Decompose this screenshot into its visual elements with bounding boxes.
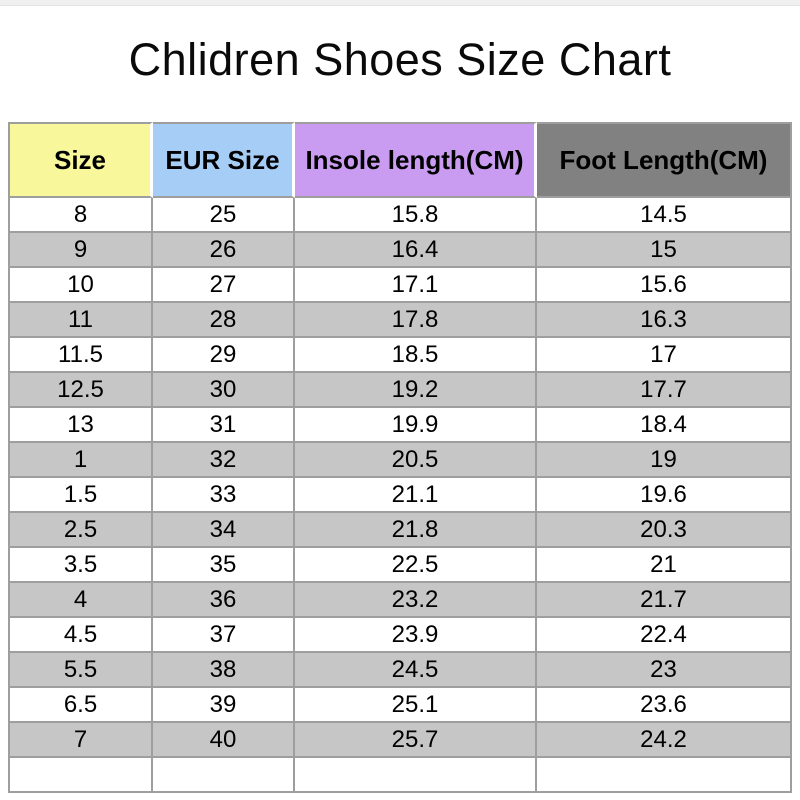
table-cell: 15: [537, 233, 792, 268]
table-row: 9 26 16.4 15: [8, 233, 792, 268]
table-cell: [8, 758, 153, 793]
col-header-size: Size: [8, 122, 153, 198]
table-cell: 15.8: [295, 198, 537, 233]
table-cell: 17.7: [537, 373, 792, 408]
table-row: 4.5 37 23.9 22.4: [8, 618, 792, 653]
table-cell: 1.5: [8, 478, 153, 513]
table-cell: 30: [153, 373, 295, 408]
table-cell: 15.6: [537, 268, 792, 303]
table-cell: 32: [153, 443, 295, 478]
table-cell: 8: [8, 198, 153, 233]
table-cell: 23.9: [295, 618, 537, 653]
top-strip: [0, 0, 800, 6]
table-cell: 1: [8, 443, 153, 478]
table-cell: 37: [153, 618, 295, 653]
table-cell: 21.8: [295, 513, 537, 548]
table-cell: 11: [8, 303, 153, 338]
table-cell: 23: [537, 653, 792, 688]
table-cell: [153, 758, 295, 793]
table-cell: 25.7: [295, 723, 537, 758]
table-row: [8, 758, 792, 793]
table-cell: 14.5: [537, 198, 792, 233]
table-cell: 21.7: [537, 583, 792, 618]
table-cell: 19.6: [537, 478, 792, 513]
table-row: 10 27 17.1 15.6: [8, 268, 792, 303]
table-cell: 10: [8, 268, 153, 303]
page-title: Chlidren Shoes Size Chart: [128, 34, 672, 85]
table-cell: [537, 758, 792, 793]
table-cell: 6.5: [8, 688, 153, 723]
table-cell: 23.2: [295, 583, 537, 618]
table-cell: 25: [153, 198, 295, 233]
table-cell: 13: [8, 408, 153, 443]
table-cell: 18.5: [295, 338, 537, 373]
table-header-row: Size EUR Size Insole length(CM) Foot Len…: [8, 122, 792, 198]
table-cell: 39: [153, 688, 295, 723]
table-body: 8 25 15.8 14.5 9 26 16.4 15 10 27 17.1 15.6 11 28 17.8…: [8, 198, 792, 793]
size-chart-table: Size EUR Size Insole length(CM) Foot Len…: [8, 122, 792, 793]
table-cell: 17.1: [295, 268, 537, 303]
table-row: 12.5 30 19.2 17.7: [8, 373, 792, 408]
table-cell: 18.4: [537, 408, 792, 443]
table-cell: 20.3: [537, 513, 792, 548]
table-cell: 40: [153, 723, 295, 758]
table-cell: 16.3: [537, 303, 792, 338]
table-cell: 17: [537, 338, 792, 373]
table-cell: 31: [153, 408, 295, 443]
table-row: 8 25 15.8 14.5: [8, 198, 792, 233]
table-row: 5.5 38 24.5 23: [8, 653, 792, 688]
table-cell: 20.5: [295, 443, 537, 478]
table-cell: 9: [8, 233, 153, 268]
table-cell: 12.5: [8, 373, 153, 408]
table-row: 6.5 39 25.1 23.6: [8, 688, 792, 723]
table-cell: [295, 758, 537, 793]
table-cell: 11.5: [8, 338, 153, 373]
table-row: 3.5 35 22.5 21: [8, 548, 792, 583]
table-cell: 7: [8, 723, 153, 758]
table-row: 7 40 25.7 24.2: [8, 723, 792, 758]
table-row: 11 28 17.8 16.3: [8, 303, 792, 338]
table-cell: 33: [153, 478, 295, 513]
table-cell: 5.5: [8, 653, 153, 688]
table-cell: 4: [8, 583, 153, 618]
table-row: 1.5 33 21.1 19.6: [8, 478, 792, 513]
table-cell: 21: [537, 548, 792, 583]
table-row: 4 36 23.2 21.7: [8, 583, 792, 618]
table-cell: 24.5: [295, 653, 537, 688]
table-cell: 36: [153, 583, 295, 618]
table-cell: 35: [153, 548, 295, 583]
table-cell: 28: [153, 303, 295, 338]
table-row: 2.5 34 21.8 20.3: [8, 513, 792, 548]
table-row: 1 32 20.5 19: [8, 443, 792, 478]
table-cell: 19.9: [295, 408, 537, 443]
table-cell: 19: [537, 443, 792, 478]
table-cell: 23.6: [537, 688, 792, 723]
table-cell: 24.2: [537, 723, 792, 758]
col-header-foot-length: Foot Length(CM): [537, 122, 792, 198]
table-cell: 29: [153, 338, 295, 373]
table-cell: 19.2: [295, 373, 537, 408]
table-cell: 22.5: [295, 548, 537, 583]
table-cell: 22.4: [537, 618, 792, 653]
table-cell: 34: [153, 513, 295, 548]
table-cell: 21.1: [295, 478, 537, 513]
col-header-eur-size: EUR Size: [153, 122, 295, 198]
table-cell: 3.5: [8, 548, 153, 583]
col-header-insole-length: Insole length(CM): [295, 122, 537, 198]
table-cell: 17.8: [295, 303, 537, 338]
table-row: 11.5 29 18.5 17: [8, 338, 792, 373]
table-cell: 25.1: [295, 688, 537, 723]
table-cell: 27: [153, 268, 295, 303]
table-cell: 4.5: [8, 618, 153, 653]
table-cell: 26: [153, 233, 295, 268]
table-cell: 38: [153, 653, 295, 688]
table-cell: 16.4: [295, 233, 537, 268]
table-row: 13 31 19.9 18.4: [8, 408, 792, 443]
table-cell: 2.5: [8, 513, 153, 548]
